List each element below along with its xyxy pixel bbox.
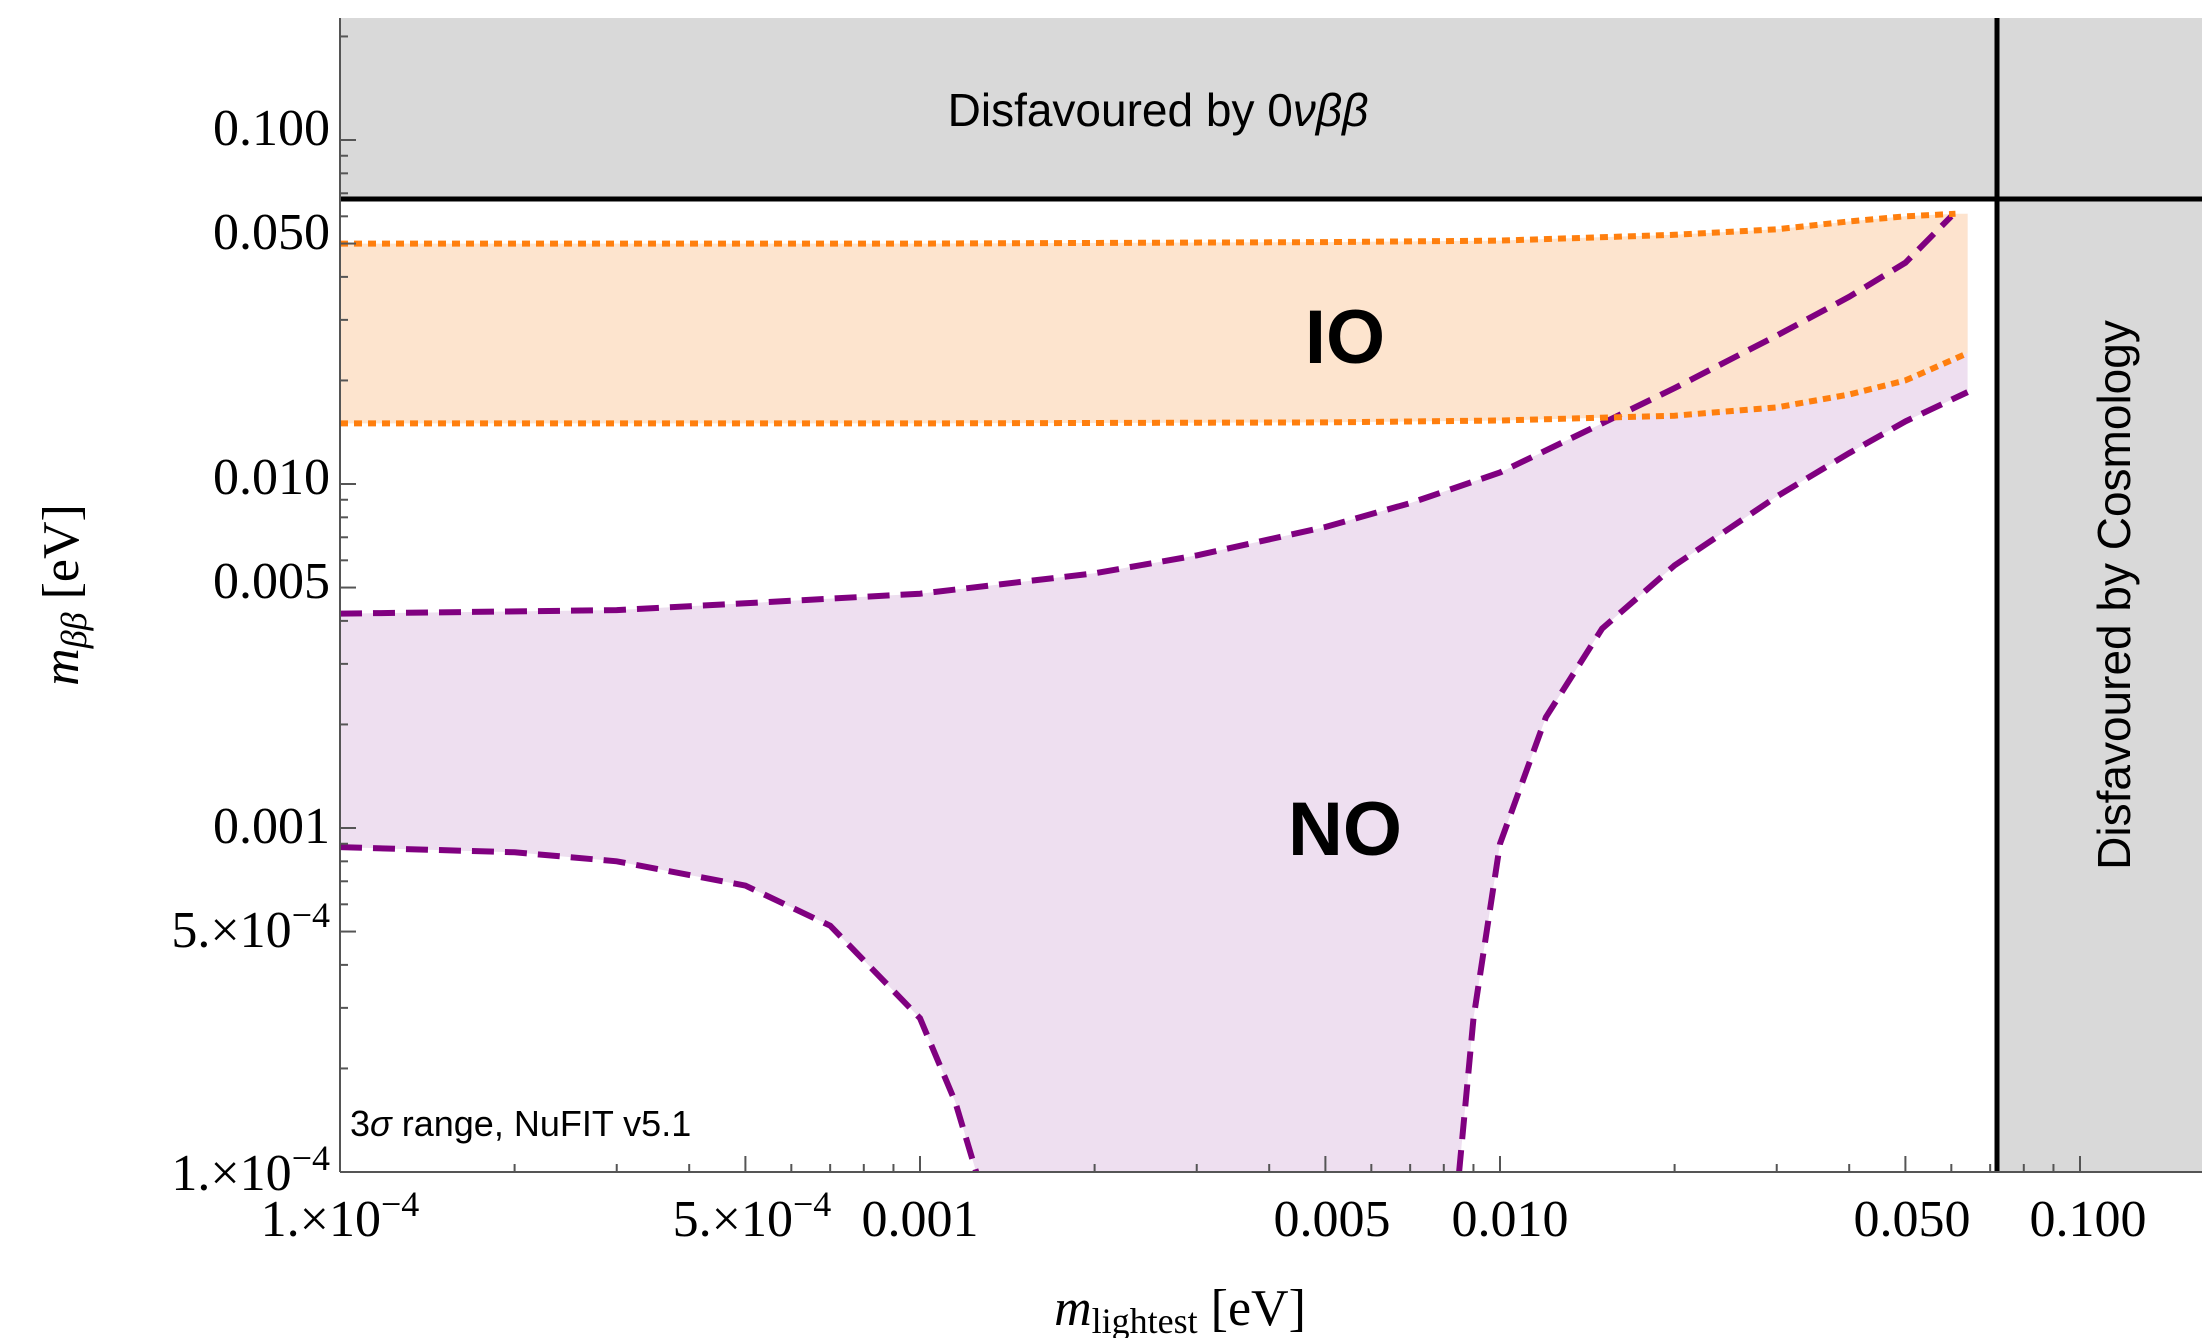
y-tick-label-0.001: 0.001 (213, 798, 330, 855)
y-tick-label-1e-4: 1.×10−4 (171, 1138, 330, 1202)
x-tick-label-0.001: 0.001 (862, 1191, 979, 1248)
excluded-region-top (340, 18, 2202, 199)
x-tick-label-1e-4: 1.×10−4 (261, 1184, 420, 1248)
y-tick-marks (340, 35, 356, 1173)
no-lower-curve (340, 844, 980, 1172)
no-upper-curve (340, 214, 1954, 617)
y-tick-label-0.005: 0.005 (213, 553, 330, 610)
y-tick-label-0.010: 0.010 (213, 449, 330, 506)
y-tick-labels: 0.100 0.050 0.010 0.005 0.001 5.×10−4 1.… (171, 100, 330, 1202)
x-tick-label-5e-4: 5.×10−4 (673, 1184, 832, 1248)
no-band-fill (340, 213, 1968, 1172)
y-tick-label-0.100: 0.100 (213, 100, 330, 157)
top-region-label: Disfavoured by 0νββ (948, 84, 1369, 136)
right-region-label: Disfavoured by Cosmology (2088, 320, 2140, 870)
x-tick-label-0.005: 0.005 (1274, 1191, 1391, 1248)
x-tick-labels: 1.×10−4 5.×10−4 0.001 0.005 0.010 0.050 … (261, 1184, 2147, 1248)
no-lower-right-curve (1456, 389, 1969, 1172)
y-tick-label-0.050: 0.050 (213, 204, 330, 261)
x-tick-marks (339, 1156, 2081, 1172)
io-upper-curve (340, 210, 1956, 247)
range-note: 3σ range, NuFIT v5.1 (350, 1103, 691, 1144)
excluded-region-right (1997, 199, 2202, 1172)
x-tick-label-0.050: 0.050 (1854, 1191, 1971, 1248)
no-label: NO (1288, 787, 1402, 872)
x-axis-title: mlightest [eV] (1054, 1280, 1306, 1338)
x-tick-label-0.010: 0.010 (1452, 1191, 1569, 1248)
io-band-fill (340, 213, 1968, 424)
y-tick-label-5e-4: 5.×10−4 (171, 895, 330, 959)
io-label: IO (1305, 295, 1385, 380)
io-lower-curve (340, 350, 1969, 427)
x-tick-label-0.100: 0.100 (2030, 1191, 2147, 1248)
y-axis-title: mββ [eV] (33, 504, 94, 686)
